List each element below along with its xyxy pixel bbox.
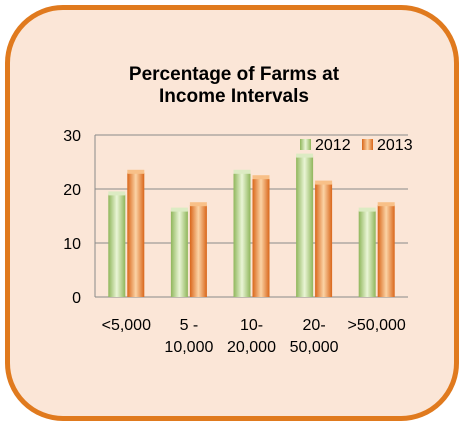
chart-title-line-2: Income Intervals — [159, 86, 309, 107]
bar-2013-2 — [252, 178, 270, 297]
bar-cap-2012-2 — [233, 169, 251, 174]
bar-cap-2012-4 — [358, 207, 376, 212]
y-tick-label: 30 — [63, 128, 81, 145]
bar-cap-2013-4 — [377, 202, 395, 207]
y-tick-label: 0 — [72, 290, 81, 307]
bar-2013-4 — [377, 205, 395, 297]
y-tick-label: 10 — [63, 236, 81, 253]
x-tick-label: 5 - — [180, 317, 199, 334]
legend-label-2013: 2013 — [377, 137, 413, 154]
bar-2012-4 — [358, 210, 376, 297]
bar-2012-3 — [296, 156, 314, 297]
chart-title-line-1: Percentage of Farms at — [128, 64, 340, 85]
x-tick-label: 50,000 — [290, 339, 339, 356]
legend-label-2012: 2012 — [315, 137, 351, 154]
bar-2013-0 — [127, 172, 145, 297]
bar-2013-1 — [189, 205, 207, 297]
x-tick-label: 10,000 — [164, 339, 213, 356]
x-tick-label: >50,000 — [348, 317, 406, 334]
x-tick-label: 20,000 — [227, 339, 276, 356]
y-tick-label: 20 — [63, 182, 81, 199]
bar-cap-2012-3 — [296, 153, 314, 158]
bar-cap-2013-1 — [189, 202, 207, 207]
bar-cap-2012-0 — [108, 191, 126, 196]
legend-swatch-2012 — [300, 139, 311, 150]
x-tick-label: 20- — [303, 317, 326, 334]
bar-2012-0 — [108, 194, 126, 297]
bar-cap-2013-3 — [315, 180, 333, 185]
bar-2012-1 — [170, 210, 188, 297]
bar-cap-2013-2 — [252, 175, 270, 180]
bar-cap-2013-0 — [127, 169, 145, 174]
bar-2012-2 — [233, 172, 251, 297]
x-tick-label: 10- — [240, 317, 263, 334]
legend-swatch-2013 — [362, 139, 373, 150]
bar-2013-3 — [315, 183, 333, 297]
bar-cap-2012-1 — [170, 207, 188, 212]
x-tick-label: <5,000 — [102, 317, 151, 334]
